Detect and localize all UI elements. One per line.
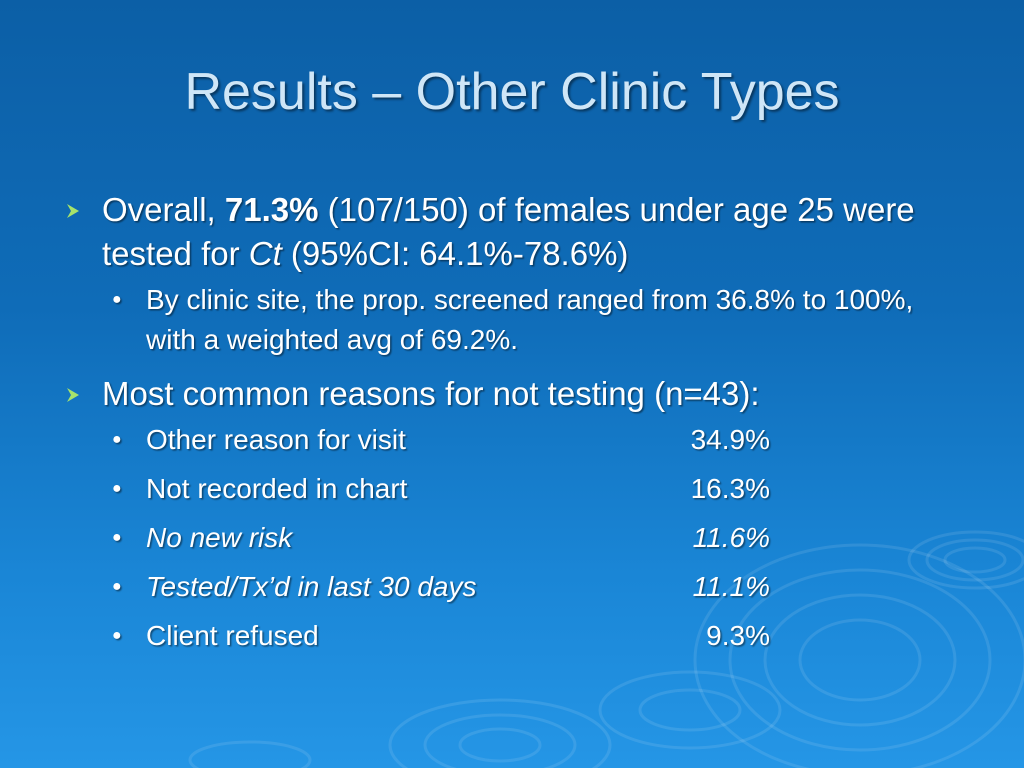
reason-item: ● Not recorded in chart 16.3% bbox=[112, 469, 964, 509]
dot-bullet-icon: ● bbox=[112, 291, 122, 308]
reason-label: Not recorded in chart bbox=[146, 473, 408, 504]
reason-percent: 11.1% bbox=[692, 571, 770, 602]
reason-item: ● Other reason for visit 34.9% bbox=[112, 420, 964, 460]
bullet-reasons: Most common reasons for not testing (n=4… bbox=[64, 372, 964, 416]
arrow-bullet-icon bbox=[64, 372, 102, 404]
slide-body: Overall, 71.3% (107/150) of females unde… bbox=[64, 188, 964, 656]
reason-percent: 16.3% bbox=[690, 473, 770, 504]
slide-title: Results – Other Clinic Types bbox=[184, 63, 840, 121]
ct-term: Ct bbox=[248, 235, 282, 272]
bullet-overall-text: Overall, 71.3% (107/150) of females unde… bbox=[102, 191, 915, 272]
dot-bullet-icon: ● bbox=[112, 627, 122, 644]
sub-bullet-clinic-site: ● By clinic site, the prop. screened ran… bbox=[112, 280, 964, 360]
reason-label: No new risk bbox=[146, 522, 293, 553]
reason-item: ● No new risk 11.6% bbox=[112, 518, 964, 558]
dot-bullet-icon: ● bbox=[112, 480, 122, 497]
reason-percent: 34.9% bbox=[690, 424, 770, 455]
reason-percent: 11.6% bbox=[692, 522, 770, 553]
reason-item: ● Tested/Tx’d in last 30 days 11.1% bbox=[112, 567, 964, 607]
reason-label: Tested/Tx’d in last 30 days bbox=[146, 571, 477, 602]
reason-label: Other reason for visit bbox=[146, 424, 406, 455]
reason-percent: 9.3% bbox=[706, 620, 770, 651]
bullet-overall: Overall, 71.3% (107/150) of females unde… bbox=[64, 188, 964, 276]
reason-label: Client refused bbox=[146, 620, 319, 651]
dot-bullet-icon: ● bbox=[112, 431, 122, 448]
reason-item: ● Client refused 9.3% bbox=[112, 616, 964, 656]
overall-percentage: 71.3% bbox=[224, 191, 319, 228]
dot-bullet-icon: ● bbox=[112, 529, 122, 546]
dot-bullet-icon: ● bbox=[112, 578, 122, 595]
arrow-bullet-icon bbox=[64, 188, 102, 220]
